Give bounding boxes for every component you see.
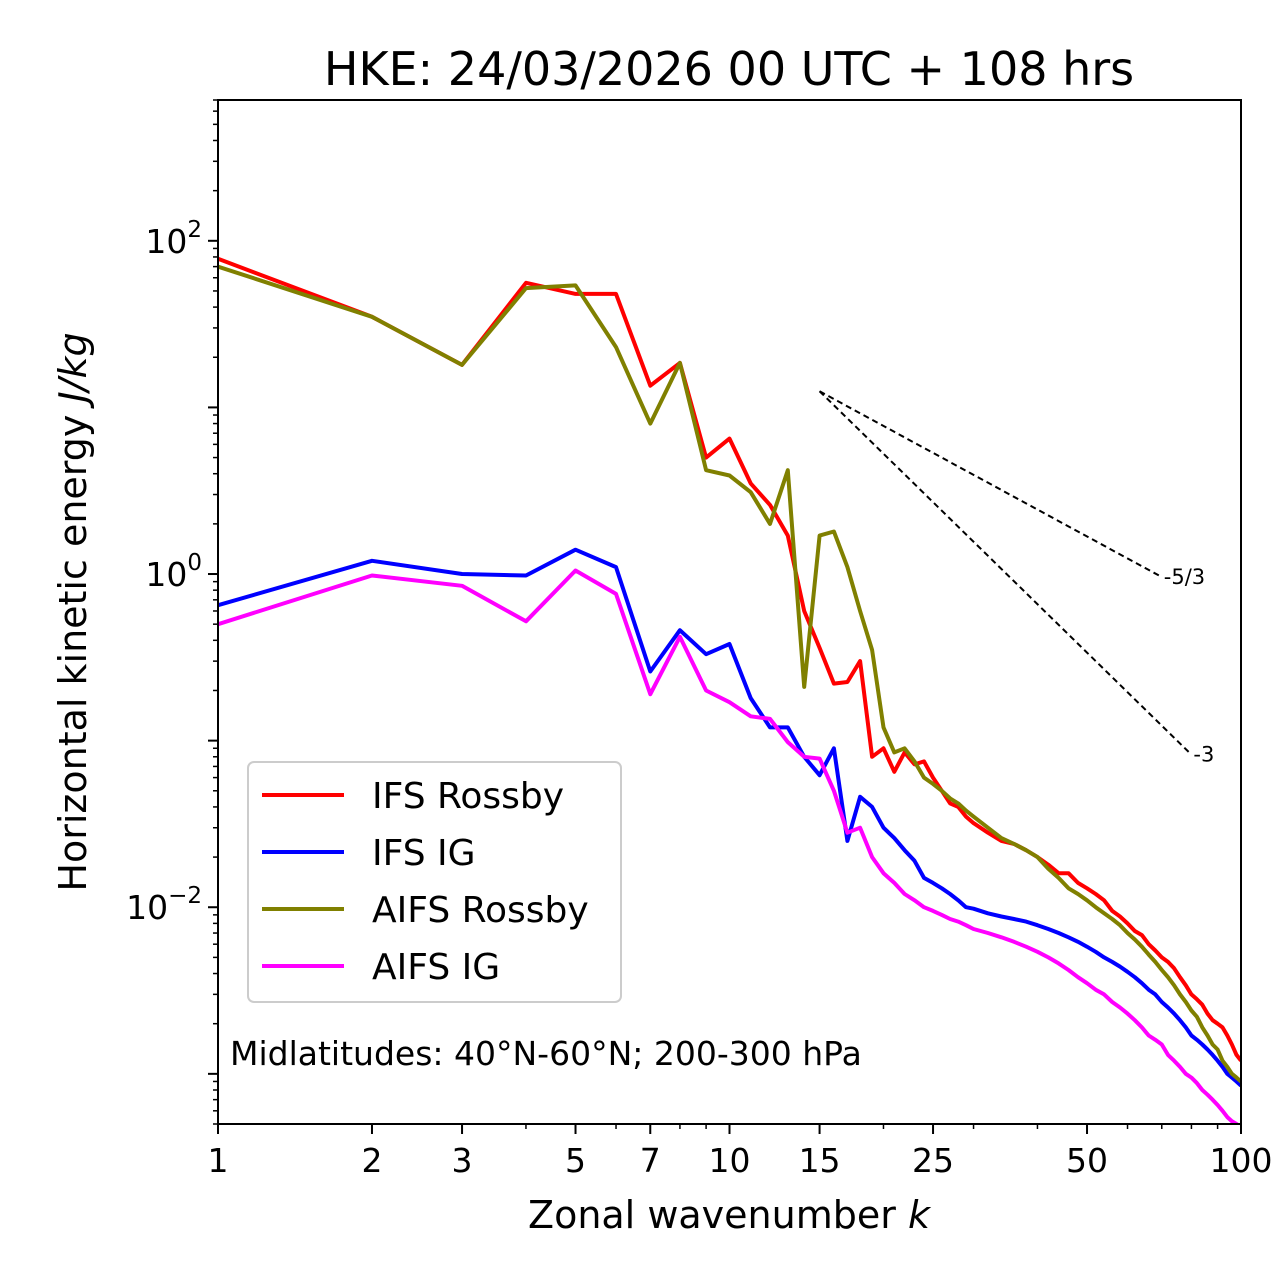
x-tick-label: 2 [361,1141,382,1180]
reference-slopes [818,390,1193,756]
x-axis-label-symbol: k [908,1193,932,1237]
slope-label-3: -3 [1193,743,1214,767]
x-tick-label: 100 [1210,1141,1273,1180]
legend-label-ifs-ig: IFS IG [372,833,476,874]
series-line-aifs-rossby [218,264,1241,1084]
axis-ticks: 1 2 3 5 7 10 15 25 50 100 102 100 10−2 [126,99,1273,1180]
series-layer [218,256,1241,1124]
x-tick-label: 10 [709,1141,751,1180]
y-axis-label: Horizontal kinetic energy J/kg [51,332,95,891]
legend-label-aifs-ig: AIFS IG [372,947,500,988]
x-axis-label-text: Zonal wavenumber [528,1193,896,1237]
x-axis-label: Zonal wavenumber k [528,1193,932,1237]
y-tick-label: 102 [145,217,202,261]
legend-box [247,761,622,1003]
slope-line-5-3 [819,390,1163,578]
y-tick-label: 100 [145,550,202,594]
x-tick-label: 1 [208,1141,229,1180]
legend: IFS Rossby IFS IG AIFS Rossby AIFS IG [247,761,622,1003]
x-tick-label: 25 [912,1141,954,1180]
x-tick-label: 50 [1066,1141,1108,1180]
x-tick-label: 15 [799,1141,841,1180]
legend-label-ifs-rossby: IFS Rossby [372,776,564,817]
chart-title: HKE: 24/03/2026 00 UTC + 108 hrs [324,42,1134,96]
region-annotation: Midlatitudes: 40°N-60°N; 200-300 hPa [230,1034,862,1073]
x-tick-label: 3 [452,1141,473,1180]
series-line-aifs-ig [218,568,1241,1124]
y-tick-label: 10−2 [126,883,202,927]
slope-label-5-3: -5/3 [1164,565,1205,589]
legend-label-aifs-rossby: AIFS Rossby [372,890,589,931]
slope-line-3 [818,390,1193,756]
y-axis-label-text: Horizontal kinetic energy [51,415,95,892]
y-axis-label-units: J/kg [51,332,95,409]
x-tick-label: 7 [640,1141,661,1180]
x-tick-label: 5 [565,1141,586,1180]
